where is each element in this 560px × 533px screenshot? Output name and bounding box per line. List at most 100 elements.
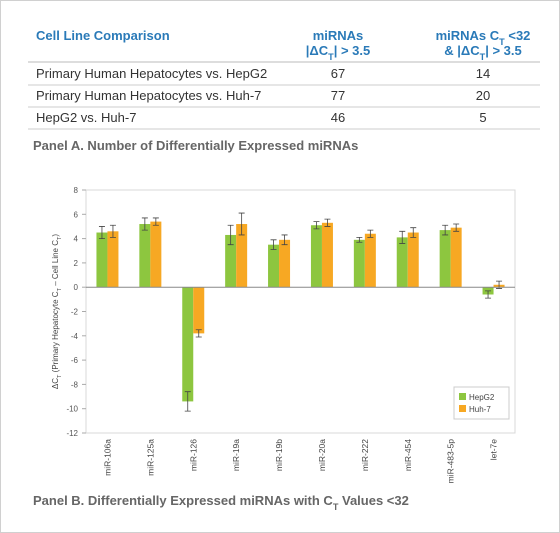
subscript: T (333, 502, 339, 512)
table-header: |ΔCT| > 3.5 (306, 43, 370, 62)
error-bar (485, 290, 492, 299)
y-tick-label: -8 (71, 380, 79, 389)
bar (150, 221, 162, 288)
legend-box (453, 386, 510, 420)
y-axis-label: ΔCT (Primary Hepatocyte CT – Cell Line C… (51, 234, 63, 390)
subscript: T (480, 52, 486, 62)
text-part: | > 3.5 (334, 43, 371, 58)
error-bar (270, 239, 277, 250)
x-tick-label: miR-222 (360, 439, 370, 471)
table-cell: 46 (331, 110, 345, 125)
bar (268, 244, 280, 288)
text-part: ) (51, 234, 60, 237)
error-bar (98, 226, 105, 239)
x-tick-label: miR-126 (188, 439, 198, 471)
table-cell: 20 (476, 88, 490, 103)
caption: Panel A. Number of Differentially Expres… (33, 138, 358, 153)
bar (279, 239, 291, 288)
table-cell: 67 (331, 66, 345, 81)
text-part: Panel B. Differentially Expressed miRNAs… (33, 493, 333, 508)
error-bar (367, 229, 374, 238)
table-cell: 14 (476, 66, 490, 81)
x-tick-label: miR-454 (403, 439, 413, 471)
x-tick-label: miR-19a (231, 439, 241, 471)
error-bar (141, 217, 148, 231)
bar (407, 232, 419, 288)
legend-swatch (459, 393, 466, 400)
y-tick-label: -10 (66, 405, 78, 414)
bar (107, 231, 119, 288)
legend-label: Huh-7 (469, 405, 491, 414)
legend-swatch (459, 405, 466, 412)
table-cell: HepG2 vs. Huh-7 (36, 110, 136, 125)
error-bar (442, 224, 449, 236)
y-tick-label: 2 (74, 259, 79, 268)
y-tick-label: -12 (66, 429, 78, 438)
y-tick-label: 4 (74, 235, 79, 244)
y-tick-label: -6 (71, 356, 79, 365)
bar (439, 230, 451, 288)
x-tick-label: miR-19b (274, 439, 284, 471)
x-tick-label: let-7e (489, 439, 499, 461)
text-part: miRNAs (313, 28, 364, 43)
y-tick-label: -2 (71, 308, 79, 317)
table-header: & |ΔCT| > 3.5 (444, 43, 521, 62)
table-cell: 5 (479, 110, 486, 125)
bar (353, 239, 365, 288)
text-part: |ΔC (306, 43, 329, 58)
error-bar (281, 234, 288, 246)
subscript: T (57, 236, 63, 240)
error-bar (184, 391, 191, 412)
bar (396, 237, 408, 288)
legend-label: HepG2 (469, 393, 495, 402)
error-bar (324, 218, 331, 227)
bar (321, 222, 333, 288)
bar (225, 234, 237, 288)
bar (193, 287, 205, 334)
bar (236, 224, 248, 288)
error-bar (356, 236, 363, 243)
bar (139, 224, 151, 288)
table-header: Cell Line Comparison (36, 28, 170, 43)
table-cell: Primary Human Hepatocytes vs. HepG2 (36, 66, 267, 81)
subscript: T (57, 287, 63, 291)
text-part: Values <32 (338, 493, 408, 508)
text-part: | > 3.5 (485, 43, 522, 58)
bar (364, 233, 376, 288)
text-part: (Primary Hepatocyte C (51, 291, 60, 374)
x-tick-label: miR-125a (145, 439, 155, 476)
caption: Panel B. Differentially Expressed miRNAs… (33, 493, 409, 512)
bar (96, 232, 108, 288)
subscript: T (328, 52, 334, 62)
error-bar (195, 329, 202, 338)
error-bar (152, 217, 159, 226)
table-cell: Primary Human Hepatocytes vs. Huh-7 (36, 88, 261, 103)
bar (310, 225, 322, 288)
x-tick-label: miR-20a (317, 439, 327, 471)
y-tick-label: 6 (74, 210, 79, 219)
bar (450, 227, 462, 288)
text-part: ΔC (51, 378, 60, 389)
error-bar (109, 224, 116, 238)
y-tick-label: -4 (71, 332, 79, 341)
error-bar (399, 230, 406, 244)
subscript: T (57, 374, 63, 378)
bar (182, 287, 194, 402)
error-bar (313, 221, 320, 230)
text-part: & |ΔC (444, 43, 480, 58)
error-bar (238, 212, 245, 236)
error-bar (227, 224, 234, 246)
x-tick-label: miR-483-5p (446, 439, 456, 484)
x-tick-label: miR-106a (102, 439, 112, 476)
y-tick-label: 8 (74, 186, 79, 195)
table-header: miRNAs (313, 28, 364, 43)
text-part: miRNAs C (436, 28, 500, 43)
text-part: <32 (505, 28, 531, 43)
y-tick-label: 0 (74, 283, 79, 292)
error-bar (453, 223, 460, 232)
table-header: miRNAs CT <32 (436, 28, 531, 47)
error-bar (410, 227, 417, 238)
table-cell: 77 (331, 88, 345, 103)
text-part: – Cell Line C (51, 240, 60, 288)
